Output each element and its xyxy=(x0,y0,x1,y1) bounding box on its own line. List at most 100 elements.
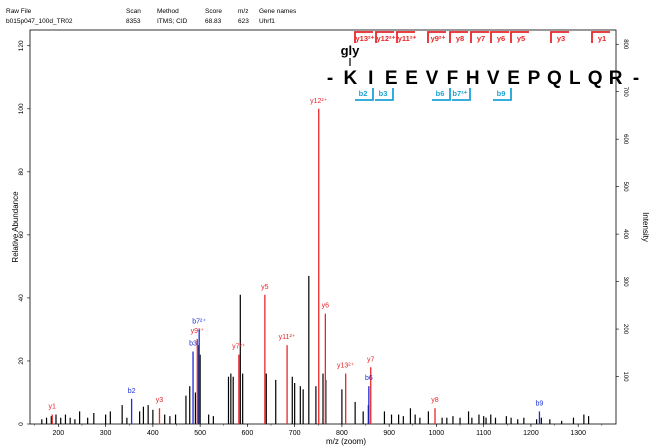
header-val-raw-file: b015p047_100d_TR02 xyxy=(6,18,73,25)
y-tick-label-right: 700 xyxy=(622,87,628,98)
y-tick-label-left: 0 xyxy=(18,422,25,426)
peak-y-label: y12²⁺ xyxy=(310,98,328,105)
sequence-residue: Q xyxy=(588,68,603,89)
x-tick-label: 500 xyxy=(194,430,206,437)
peak-y-label: y7 xyxy=(367,356,375,363)
sequence-residue: Q xyxy=(547,68,562,89)
header-col-scan: Scan xyxy=(126,8,141,15)
header-col-method: Method xyxy=(157,8,179,15)
header-val-score: 68.83 xyxy=(205,18,222,25)
b-ion-bracket xyxy=(375,88,394,101)
sequence-residue: E xyxy=(385,68,398,89)
x-tick-label: 900 xyxy=(383,430,395,437)
peak-y-label: y9²⁺ xyxy=(191,328,205,335)
y-ion-bracket xyxy=(396,31,415,43)
y-ion-bracket xyxy=(354,31,373,43)
y-ion-bracket xyxy=(427,31,446,43)
sequence-residue: E xyxy=(507,68,520,89)
b-ion-bracket-label: b7²⁺ xyxy=(452,89,467,98)
header-val-method: ITMS; CID xyxy=(157,18,188,25)
y-ion-bracket xyxy=(375,31,394,43)
y-tick-label-right: 500 xyxy=(622,182,628,193)
y-tick-label-left: 20 xyxy=(18,357,25,365)
y-ion-bracket-label: y6 xyxy=(497,34,505,43)
sequence-residue: - xyxy=(327,68,333,89)
header-col-score: Score xyxy=(205,8,222,15)
y-ion-bracket-label: y7 xyxy=(477,34,485,43)
header-col-mz: m/z xyxy=(238,8,249,15)
x-tick-label: 700 xyxy=(289,430,301,437)
sequence-residue: F xyxy=(447,68,459,89)
peak-y-label: y5 xyxy=(261,284,269,291)
peak-b-label: b9 xyxy=(536,400,544,407)
x-tick-label: 1200 xyxy=(523,430,539,437)
b-ion-bracket-label: b9 xyxy=(497,89,506,98)
x-tick-label: 1100 xyxy=(476,430,491,437)
peak-y-label: y11²⁺ xyxy=(279,334,296,341)
y-ion-bracket xyxy=(550,31,569,43)
y-tick-label-right: 100 xyxy=(622,372,628,383)
sequence-residue: L xyxy=(569,68,581,89)
sequence-residue: - xyxy=(633,68,639,89)
x-tick-label: 1000 xyxy=(429,430,445,437)
y-ion-bracket xyxy=(470,31,489,43)
y-ion-bracket-label: y3 xyxy=(557,34,565,43)
x-tick-label: 200 xyxy=(53,430,65,437)
peak-y-label: y8 xyxy=(431,397,439,404)
x-tick-label: 600 xyxy=(242,430,254,437)
peak-y-label: y13²⁺ xyxy=(337,363,355,370)
x-tick-label: 1300 xyxy=(570,430,586,437)
y-tick-label-right: 800 xyxy=(622,39,628,50)
header-val-scan: 8353 xyxy=(126,18,141,25)
y-ion-bracket-label: y1 xyxy=(598,34,606,43)
b-ion-bracket xyxy=(355,88,374,101)
y-tick-label-left: 120 xyxy=(18,40,25,51)
sequence-residue: V xyxy=(487,68,500,89)
sequence-residue: I xyxy=(368,68,373,89)
header-col-raw-file: Raw File xyxy=(6,8,32,15)
y-ion-bracket xyxy=(591,31,610,43)
x-tick-label: 300 xyxy=(100,430,112,437)
modification-label: gly xyxy=(341,43,361,58)
y-tick-label-left: 80 xyxy=(18,168,25,176)
sequence-residue: H xyxy=(466,68,480,89)
x-tick-label: 800 xyxy=(336,430,348,437)
y-tick-label-right: 400 xyxy=(622,229,628,240)
b-ion-bracket xyxy=(493,88,512,101)
sequence-residue: R xyxy=(609,68,623,89)
y-tick-label-left: 40 xyxy=(18,294,25,302)
header-val-gene: Uhrf1 xyxy=(259,18,275,25)
y-axis-label-right: Intensity xyxy=(641,212,650,242)
y-ion-bracket-label: y12²⁺ xyxy=(377,34,396,43)
y-ion-bracket-label: y9²⁺ xyxy=(431,34,446,43)
sequence-residue: K xyxy=(344,68,358,89)
b-ion-bracket-label: b2 xyxy=(359,89,368,98)
peak-y-label: y3 xyxy=(156,397,164,404)
sequence-residue: E xyxy=(405,68,418,89)
y-ion-bracket xyxy=(510,31,529,43)
y-tick-label-right: 600 xyxy=(622,134,628,145)
y-tick-label-left: 60 xyxy=(18,231,25,239)
peak-y-label: y1 xyxy=(49,404,57,411)
y-axis-label-left: Relative Abundance xyxy=(11,191,20,263)
peak-y-label: y6 xyxy=(322,303,330,310)
b-ion-bracket-label: b6 xyxy=(436,89,445,98)
header-col-gene: Gene names xyxy=(259,8,297,15)
y-ion-bracket-label: y8 xyxy=(456,34,464,43)
y-ion-bracket-label: y13²⁺ xyxy=(356,34,375,43)
sequence-residue: P xyxy=(528,68,541,89)
y-ion-bracket-label: y11²⁺ xyxy=(398,34,417,43)
b-ion-bracket xyxy=(432,88,451,101)
y-tick-label-left: 100 xyxy=(18,103,25,114)
peak-y-label: y7²⁺ xyxy=(232,344,246,351)
b-ion-bracket xyxy=(452,88,471,101)
peak-b-label: b3 xyxy=(189,341,197,348)
plot-frame xyxy=(29,29,617,425)
header-val-mz: 623 xyxy=(238,18,249,25)
b-ion-bracket-label: b3 xyxy=(379,89,388,98)
y-ion-bracket xyxy=(449,31,468,43)
y-ion-bracket-label: y5 xyxy=(517,34,525,43)
y-tick-label-right: 300 xyxy=(622,277,628,288)
peak-b-label: b2 xyxy=(128,388,136,395)
